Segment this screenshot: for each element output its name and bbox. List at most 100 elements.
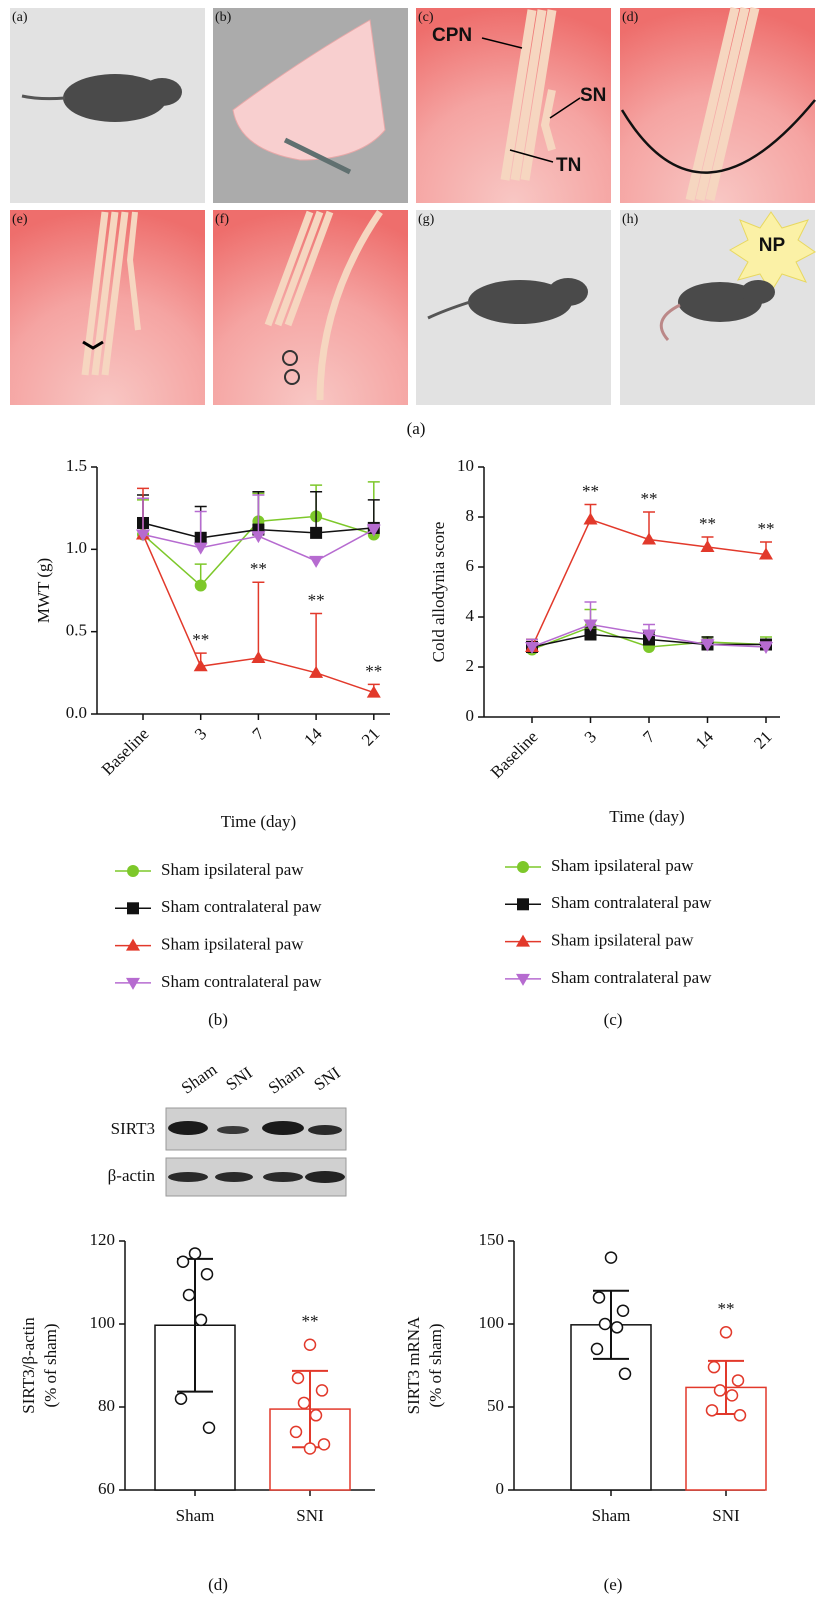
panel-bg bbox=[10, 210, 205, 405]
marker bbox=[642, 629, 656, 642]
nerve bbox=[81, 211, 129, 376]
blot-band bbox=[263, 1172, 303, 1182]
y-tick-label: 50 bbox=[487, 1396, 504, 1415]
mouse-tail bbox=[659, 303, 681, 342]
data-point bbox=[610, 1321, 624, 1334]
x-tick-label: 7 bbox=[249, 724, 269, 744]
legend-marker bbox=[517, 861, 529, 873]
lane-label: Sham bbox=[265, 1060, 308, 1098]
data-point bbox=[733, 1409, 747, 1422]
y-tick-label: 4 bbox=[466, 606, 475, 625]
significance: ** bbox=[718, 1299, 735, 1318]
western-blot: Sham SNI Sham SNI SIRT3 β-actin bbox=[108, 1060, 347, 1197]
significance: ** bbox=[250, 559, 267, 578]
row-label: β-actin bbox=[108, 1166, 156, 1185]
marker bbox=[759, 642, 773, 654]
y-tick-label: 0.0 bbox=[66, 703, 87, 722]
nerve-label: CPN bbox=[432, 25, 472, 46]
x-tick-label: Sham bbox=[592, 1506, 631, 1525]
panel-label: (a) bbox=[12, 10, 28, 25]
x-tick-label: Baseline bbox=[487, 727, 542, 782]
marker bbox=[700, 540, 715, 552]
legend-marker bbox=[127, 865, 139, 877]
panel-label: (f) bbox=[215, 212, 229, 227]
lane-label: Sham bbox=[178, 1060, 221, 1098]
y-axis-label: MWT (g) bbox=[34, 558, 53, 623]
blot-band bbox=[217, 1126, 249, 1134]
nerve bbox=[126, 211, 141, 331]
data-point bbox=[590, 1342, 604, 1356]
x-tick-label: 14 bbox=[300, 724, 326, 750]
scissors bbox=[284, 369, 300, 385]
marker bbox=[642, 532, 656, 545]
x-tick-label: 3 bbox=[581, 727, 600, 746]
significance: ** bbox=[192, 630, 209, 649]
panel-label: (g) bbox=[418, 212, 435, 227]
y-axis-label: (% of sham) bbox=[426, 1323, 445, 1407]
arrow bbox=[509, 149, 554, 163]
marker bbox=[193, 659, 208, 672]
nerve bbox=[540, 89, 556, 152]
legend-label: Sham ipsilateral paw bbox=[161, 860, 304, 879]
legend-marker bbox=[127, 902, 139, 915]
legend-label: Sham contralateral paw bbox=[551, 968, 712, 987]
y-tick-label: 10 bbox=[457, 456, 474, 475]
x-tick-label: 14 bbox=[692, 727, 718, 753]
ligature-loop bbox=[620, 99, 816, 174]
y-tick-label: 1.0 bbox=[66, 538, 87, 557]
legend-label: Sham contralateral paw bbox=[161, 897, 322, 916]
legend-label: Sham contralateral paw bbox=[161, 972, 322, 991]
panel-caption: (b) bbox=[208, 1010, 228, 1029]
significance: ** bbox=[308, 590, 325, 609]
marker bbox=[193, 542, 208, 555]
data-point bbox=[592, 1291, 606, 1304]
data-point bbox=[719, 1326, 733, 1339]
illustration-labels: (a) (b) (c) (d) (e) (f) (g) (h) CPN SN T… bbox=[12, 10, 786, 438]
panel-caption: (d) bbox=[208, 1575, 228, 1594]
marker bbox=[583, 512, 598, 525]
marker bbox=[366, 524, 381, 537]
panel-caption: (e) bbox=[604, 1575, 623, 1594]
y-tick-label: 60 bbox=[98, 1479, 115, 1498]
y-tick-label: 100 bbox=[479, 1313, 505, 1332]
nerve bbox=[264, 210, 334, 327]
data-point bbox=[731, 1374, 745, 1387]
marker bbox=[194, 579, 207, 592]
error-bar bbox=[252, 494, 265, 537]
blot-band bbox=[305, 1171, 345, 1183]
y-tick-label: 8 bbox=[466, 506, 475, 525]
arrow bbox=[481, 37, 523, 49]
data-point bbox=[309, 1409, 323, 1422]
data-point bbox=[303, 1338, 317, 1351]
data-point bbox=[317, 1438, 331, 1451]
y-tick-label: 120 bbox=[90, 1230, 116, 1249]
y-tick-label: 0.5 bbox=[66, 621, 87, 640]
significance: ** bbox=[302, 1312, 319, 1331]
y-tick-label: 1.5 bbox=[66, 456, 87, 475]
data-point bbox=[315, 1384, 329, 1397]
error-bar bbox=[252, 581, 265, 659]
illustration-panel bbox=[10, 6, 816, 405]
significance: ** bbox=[365, 661, 382, 680]
x-axis-label: Time (day) bbox=[609, 807, 684, 826]
data-point bbox=[202, 1421, 216, 1434]
data-point bbox=[705, 1404, 719, 1417]
panel-caption: (a) bbox=[407, 419, 426, 438]
x-tick-label: Sham bbox=[176, 1506, 215, 1525]
data-point bbox=[707, 1360, 721, 1374]
panel-label: (h) bbox=[622, 212, 639, 227]
marker bbox=[584, 628, 597, 641]
blot-band bbox=[308, 1125, 342, 1135]
legend-label: Sham ipsilateral paw bbox=[161, 935, 304, 954]
data-point bbox=[188, 1247, 202, 1260]
y-tick-label: 100 bbox=[90, 1313, 116, 1332]
blot-band bbox=[168, 1121, 208, 1135]
mouse bbox=[548, 278, 588, 306]
skin-flap bbox=[232, 19, 386, 161]
panel-label: (c) bbox=[418, 10, 434, 25]
arrow bbox=[549, 97, 581, 119]
x-tick-label: 7 bbox=[639, 727, 659, 747]
nerve-label: TN bbox=[556, 155, 581, 176]
significance: ** bbox=[641, 489, 658, 508]
